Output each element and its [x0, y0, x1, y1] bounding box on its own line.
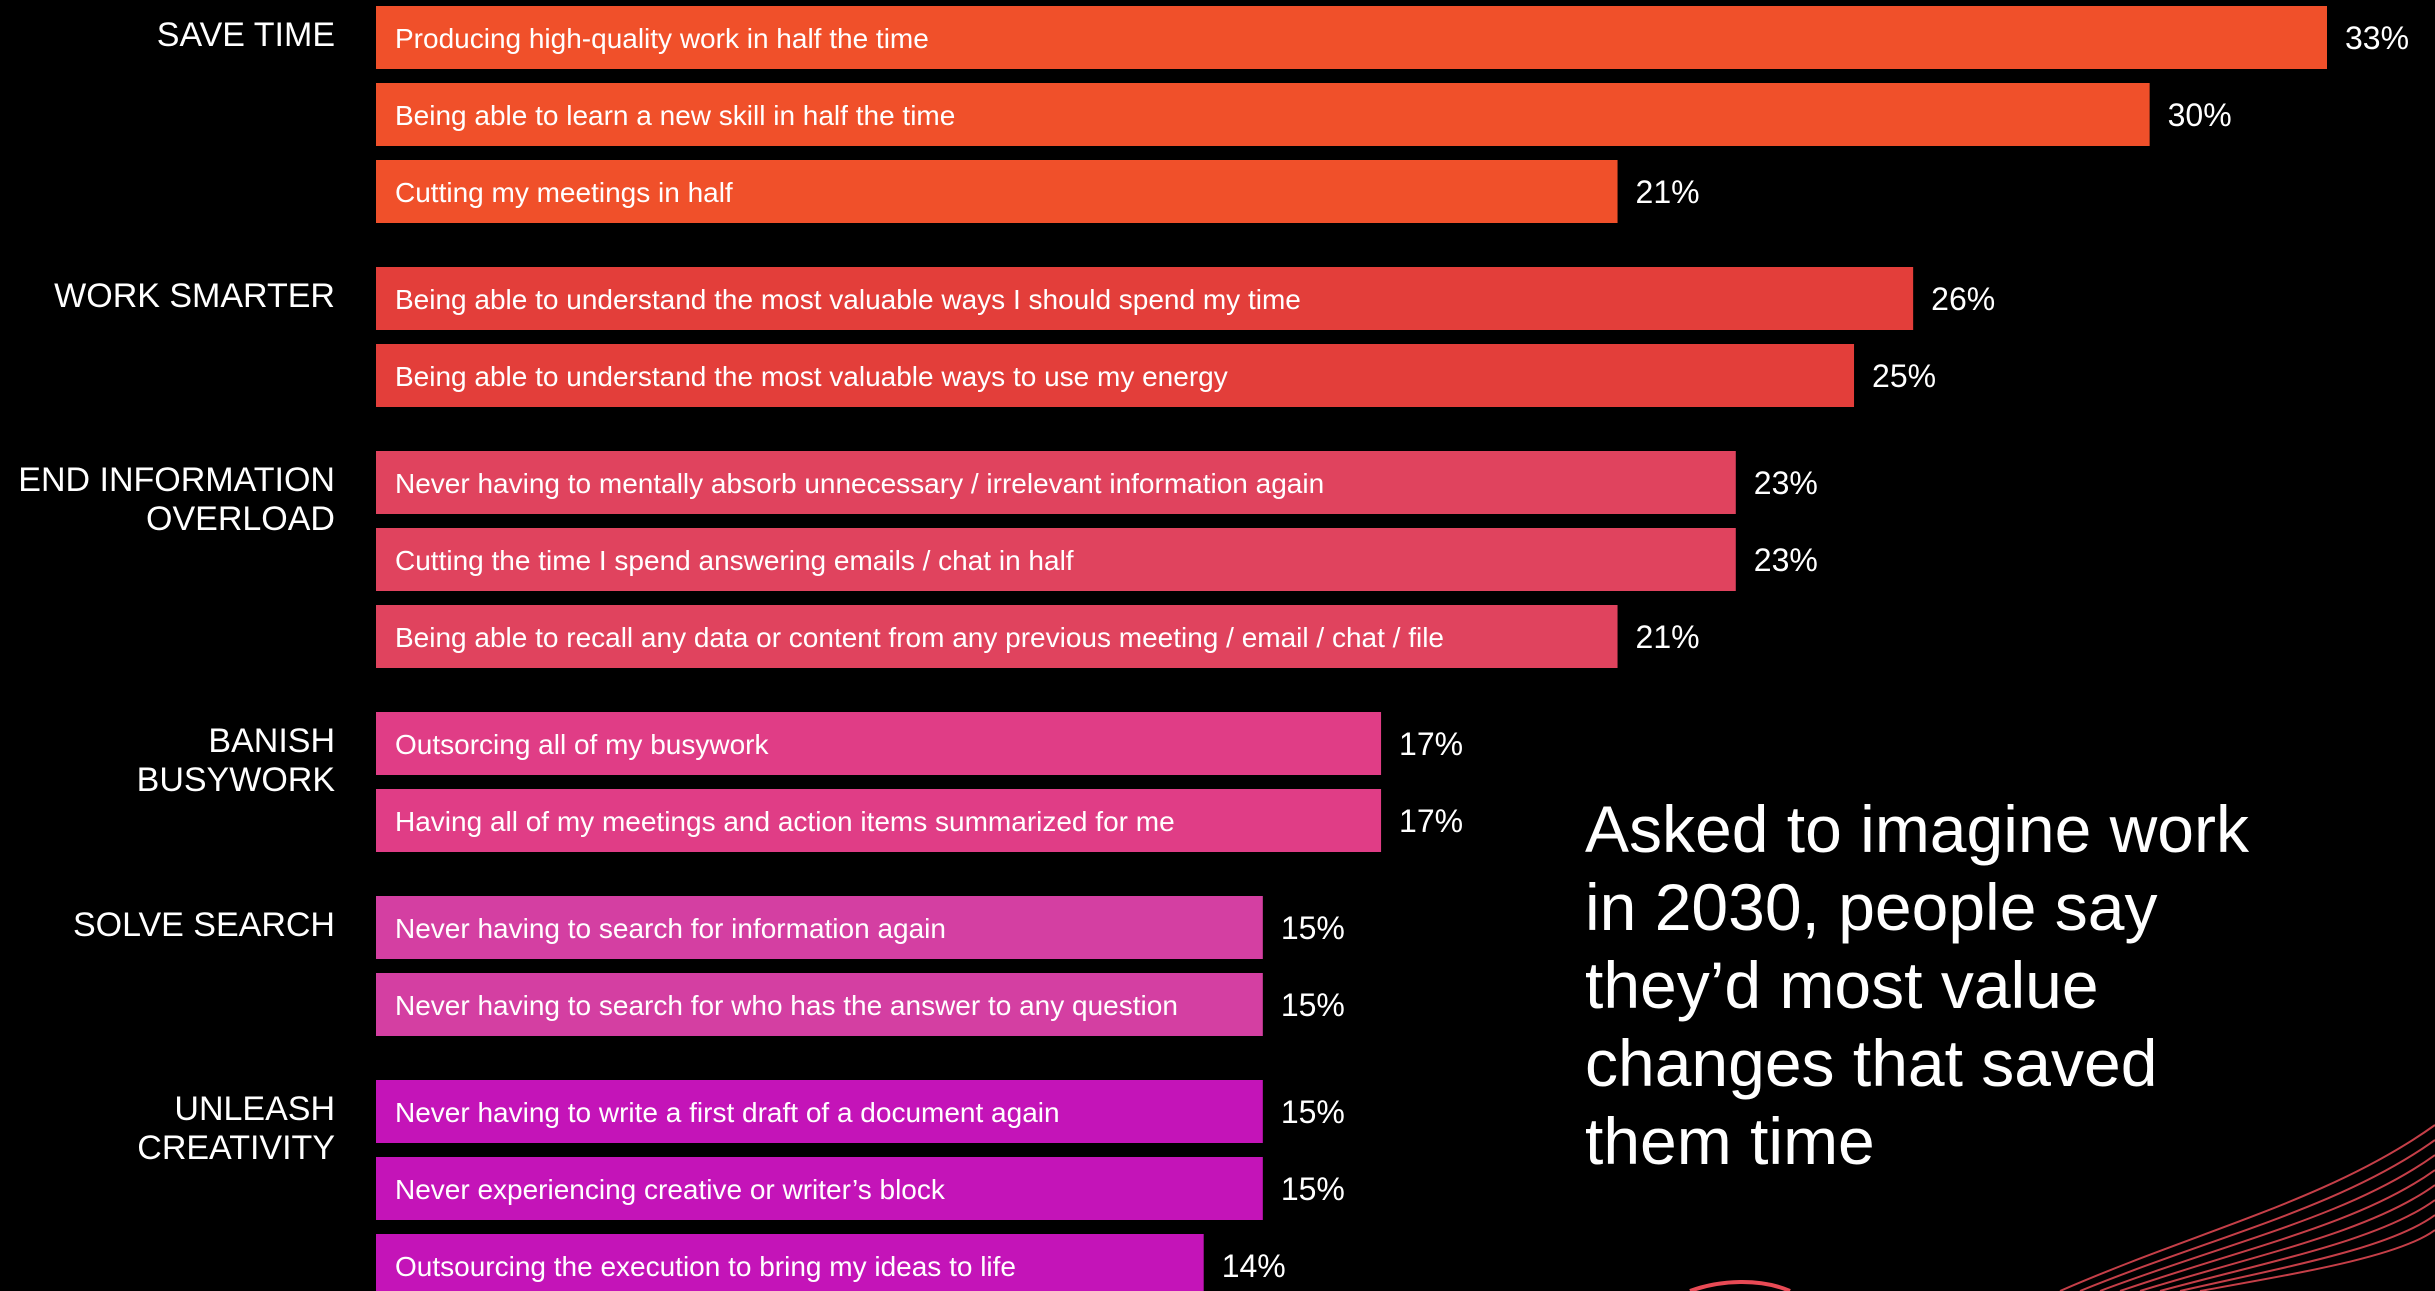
- bar: [376, 1080, 1263, 1143]
- value-label: 17%: [1399, 803, 1463, 839]
- value-label: 21%: [1636, 619, 1700, 655]
- bar-label: Being able to learn a new skill in half …: [395, 100, 955, 131]
- bar-label: Never having to search for information a…: [395, 913, 946, 944]
- category-label: END INFORMATION OVERLOAD: [18, 461, 335, 538]
- value-label: 30%: [2168, 97, 2232, 133]
- headline: Asked to imagine work in 2030, people sa…: [1585, 792, 2249, 1178]
- bar-label: Never having to write a first draft of a…: [395, 1097, 1060, 1128]
- bar-label: Never having to mentally absorb unnecess…: [395, 468, 1324, 499]
- bar: [376, 1157, 1263, 1220]
- bar: [376, 896, 1263, 959]
- bar-label: Having all of my meetings and action ite…: [395, 806, 1175, 837]
- bar: [376, 528, 1736, 591]
- value-label: 17%: [1399, 726, 1463, 762]
- bar: [376, 973, 1263, 1036]
- value-label: 26%: [1931, 281, 1995, 317]
- bar: [376, 267, 1914, 330]
- value-label: 33%: [2345, 20, 2409, 56]
- bar: [376, 160, 1618, 223]
- bar-label: Cutting the time I spend answering email…: [395, 545, 1074, 576]
- value-label: 14%: [1222, 1248, 1286, 1284]
- bar-label: Cutting my meetings in half: [395, 177, 733, 208]
- bar-label: Outsourcing the execution to bring my id…: [395, 1251, 1016, 1282]
- value-label: 15%: [1281, 1094, 1345, 1130]
- value-label: 25%: [1872, 358, 1936, 394]
- category-label: UNLEASH CREATIVITY: [137, 1090, 335, 1167]
- bar-label: Never experiencing creative or writer’s …: [395, 1174, 946, 1205]
- bar: [376, 344, 1855, 407]
- value-label: 21%: [1636, 174, 1700, 210]
- bar: [376, 712, 1382, 775]
- bar-label: Never having to search for who has the a…: [395, 990, 1178, 1021]
- value-label: 15%: [1281, 910, 1345, 946]
- bar-label: Being able to understand the most valuab…: [395, 361, 1228, 392]
- bar: [376, 451, 1736, 514]
- bar-label: Being able to understand the most valuab…: [395, 284, 1301, 315]
- bar-label: Being able to recall any data or content…: [395, 622, 1444, 653]
- category-label: SAVE TIME: [157, 16, 335, 54]
- category-label: SOLVE SEARCH: [73, 906, 335, 944]
- bar-label: Outsorcing all of my busywork: [395, 729, 769, 760]
- bar: [376, 789, 1382, 852]
- bar-label: Producing high-quality work in half the …: [395, 23, 929, 54]
- bar: [376, 1234, 1204, 1291]
- value-label: 15%: [1281, 987, 1345, 1023]
- bar: [376, 6, 2327, 69]
- bar: [376, 605, 1618, 668]
- category-label: WORK SMARTER: [54, 277, 335, 315]
- value-label: 23%: [1754, 542, 1818, 578]
- value-label: 15%: [1281, 1171, 1345, 1207]
- value-label: 23%: [1754, 465, 1818, 501]
- bar: [376, 83, 2150, 146]
- category-label: BANISH BUSYWORK: [137, 722, 336, 799]
